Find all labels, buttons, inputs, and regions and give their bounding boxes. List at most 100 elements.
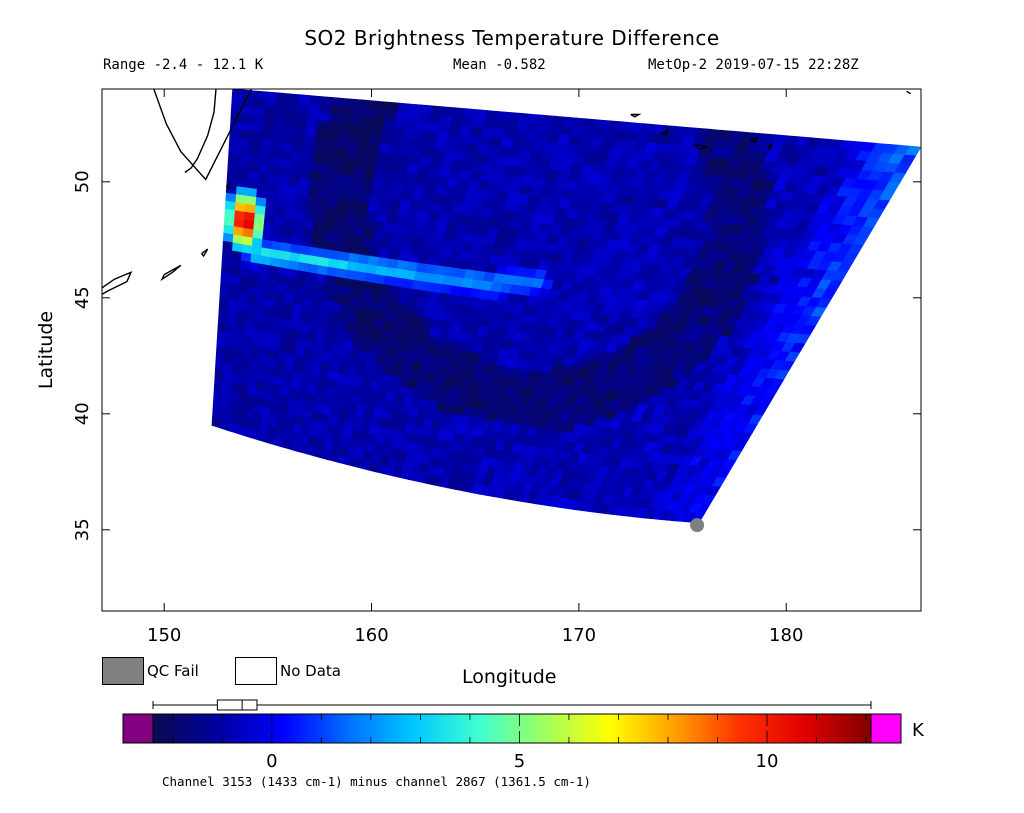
- swath-cell: [334, 216, 347, 227]
- swath-cell: [360, 237, 374, 248]
- axes: 150 160 170 180 35 40 45 50 Latitude: [35, 89, 921, 646]
- coastline: [102, 89, 911, 296]
- swath-cell: [305, 119, 319, 131]
- swath-cell: [349, 124, 362, 135]
- swath-cell: [251, 114, 265, 125]
- swath-cell: [332, 224, 345, 236]
- swath-cell: [362, 108, 376, 119]
- swath-cell: [378, 144, 392, 155]
- swath-cell: [381, 127, 395, 138]
- swath-cell: [352, 167, 366, 178]
- swath-cell: [356, 141, 370, 153]
- coastline-segment: [153, 89, 252, 181]
- swath-cell: [325, 206, 338, 218]
- swath-cell: [390, 188, 404, 200]
- swath-cell: [257, 172, 270, 183]
- swath-cell: [298, 177, 311, 189]
- colorbar-footnote: Channel 3153 (1433 cm-1) minus channel 2…: [162, 774, 591, 789]
- swath-cell: [262, 115, 275, 126]
- swath-cell: [312, 154, 325, 165]
- swath-cell: [284, 117, 297, 128]
- swath-cell: [362, 228, 375, 240]
- qc-fail-swatch: [102, 657, 144, 685]
- swath-cell: [275, 100, 288, 111]
- swath-cell: [344, 217, 357, 229]
- swath-cell: [313, 145, 326, 157]
- swath-heatmap: [211, 89, 921, 533]
- swath-cell: [294, 127, 307, 138]
- swath-cell: [323, 147, 337, 158]
- swath-cell: [238, 145, 251, 156]
- swath-cell: [307, 187, 320, 198]
- swath-cell: [361, 176, 375, 188]
- swath-cell: [311, 162, 324, 173]
- swath-cell: [345, 149, 358, 160]
- swath-cell: [369, 134, 383, 145]
- swath-cell: [339, 114, 353, 125]
- swath-cell: [399, 146, 413, 157]
- swath-cell: [404, 120, 419, 131]
- swath-cell: [297, 186, 310, 197]
- colorbar-tick-label: 5: [514, 751, 525, 772]
- colorbar-unit: K: [912, 720, 924, 741]
- swath-cell: [307, 103, 321, 114]
- swath-cell: [228, 136, 241, 147]
- coastline-segment: [225, 181, 232, 191]
- swath-cell: [355, 150, 369, 161]
- swath-cell: [314, 137, 327, 148]
- swath-cell: [289, 168, 302, 179]
- swath-cell: [334, 148, 348, 159]
- coastline-segment: [184, 89, 217, 174]
- swath-cell: [370, 126, 384, 137]
- swath-cell: [401, 137, 415, 149]
- swath-cell: [328, 189, 341, 201]
- swath-cell: [371, 178, 385, 189]
- swath-cell: [364, 220, 377, 231]
- swath-cell: [319, 180, 332, 191]
- swath-cell: [342, 98, 356, 109]
- swath-cell: [379, 135, 393, 146]
- swath-cell: [372, 117, 386, 128]
- swath-cell: [396, 163, 410, 174]
- swath-cell: [291, 151, 304, 162]
- swath-cell: [318, 104, 332, 115]
- swath-cell: [301, 153, 315, 164]
- swath-cell: [341, 234, 354, 246]
- swath-cell: [345, 209, 358, 220]
- swath-cell: [336, 131, 350, 142]
- colorbar: 0 5 10: [122, 699, 902, 772]
- no-data-swatch: [235, 657, 277, 685]
- swath-cell: [247, 163, 260, 174]
- coastline-segment: [102, 270, 133, 296]
- swath-cell: [316, 196, 329, 208]
- swath-cell: [354, 158, 367, 170]
- range-readout: Range -2.4 - 12.1 K: [103, 57, 264, 73]
- swath-cell: [359, 125, 373, 136]
- swath-cell: [375, 161, 388, 172]
- swath-cell: [389, 197, 402, 208]
- swath-cell: [241, 105, 254, 116]
- swath-cell: [397, 102, 411, 113]
- swath-cell: [278, 175, 291, 186]
- swath-cell: [271, 141, 284, 152]
- swath-cell: [272, 125, 285, 135]
- swath-cell: [275, 92, 289, 103]
- swath-cell: [281, 142, 294, 153]
- colorbar-tick-label: 10: [756, 751, 779, 772]
- swath-cell: [306, 111, 320, 122]
- swath-cell: [336, 199, 350, 211]
- plot-frame: [101, 88, 922, 612]
- swath-cell: [274, 108, 287, 119]
- x-tick-label: 160: [354, 625, 388, 646]
- swath-cell: [383, 170, 397, 182]
- swath-cell: [364, 99, 378, 110]
- swath-cell: [321, 163, 334, 174]
- swath-cell: [296, 110, 309, 121]
- swath-cell: [392, 180, 406, 191]
- swath-cell: [392, 128, 406, 139]
- swath-cell: [316, 121, 330, 132]
- swath-cell: [278, 167, 291, 178]
- swath-cell: [335, 139, 349, 150]
- swath-cell: [364, 159, 378, 171]
